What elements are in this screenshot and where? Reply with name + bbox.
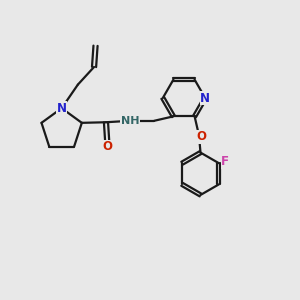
Text: N: N bbox=[57, 102, 67, 115]
Text: O: O bbox=[196, 130, 206, 143]
Text: O: O bbox=[102, 140, 112, 153]
Text: NH: NH bbox=[121, 116, 140, 126]
Text: F: F bbox=[221, 155, 229, 168]
Text: N: N bbox=[200, 92, 210, 104]
